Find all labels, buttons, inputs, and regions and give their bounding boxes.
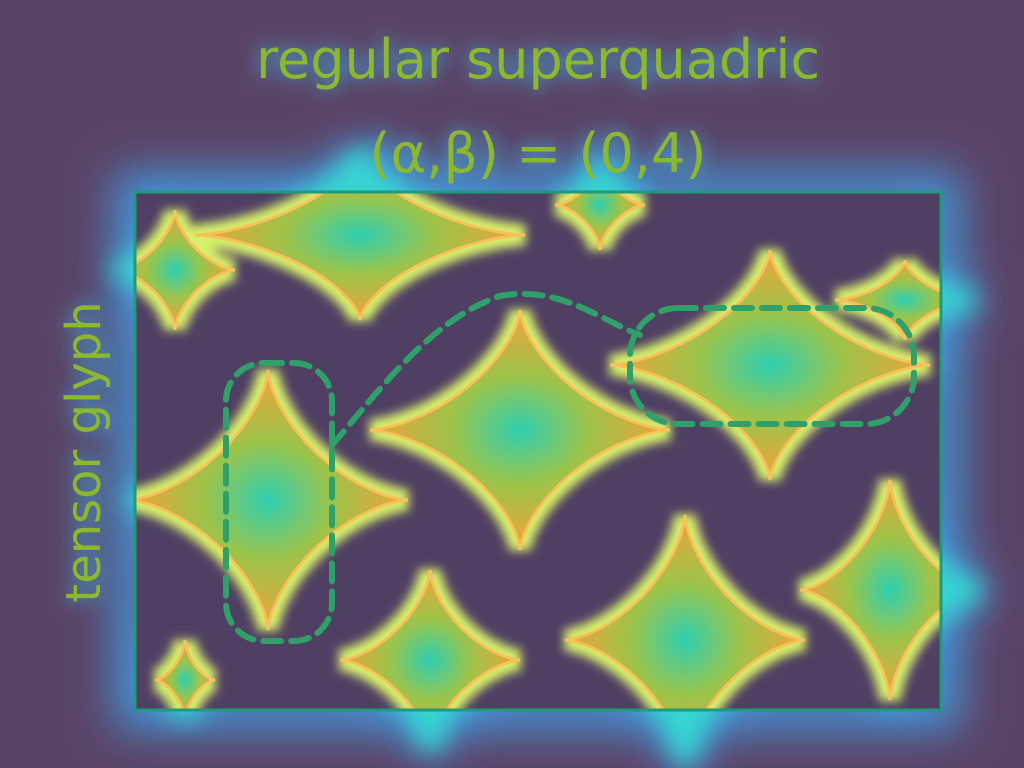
y-axis-label: tensor glyph: [56, 301, 112, 602]
axis-label-group: tensor glyph tensor glyph: [56, 301, 112, 602]
glyph-field: [115, 150, 980, 765]
title-line2: (α,β) = (0,4): [370, 122, 707, 185]
title-line1: regular superquadric: [256, 28, 820, 91]
